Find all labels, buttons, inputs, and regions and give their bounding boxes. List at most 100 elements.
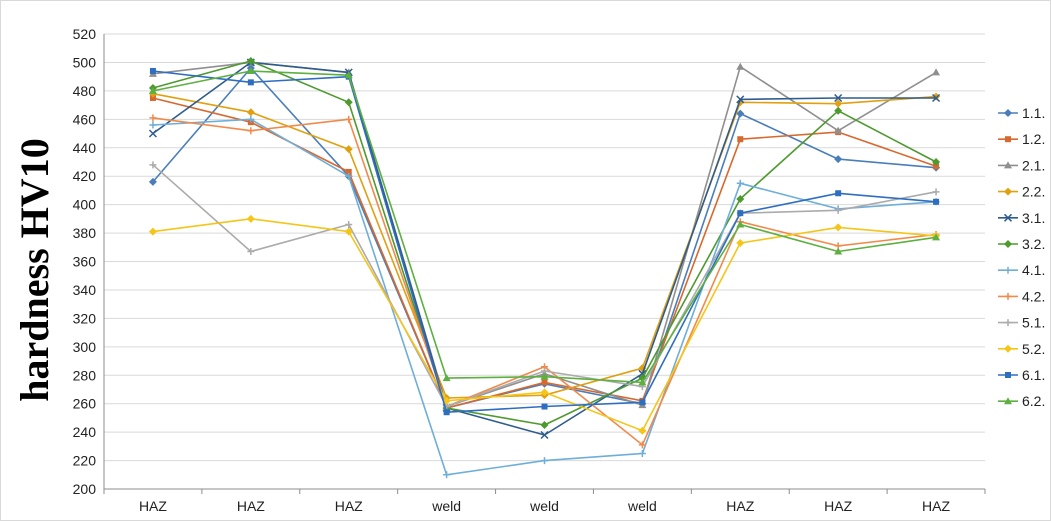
data-point: [1004, 109, 1012, 117]
data-point: [736, 220, 745, 228]
data-point: [344, 145, 353, 154]
series-5-2: [148, 214, 941, 435]
x-tick-label: weld: [431, 498, 461, 514]
data-point: [148, 227, 157, 236]
data-point: [737, 210, 744, 217]
x-tick-label: HAZ: [237, 498, 265, 514]
x-tick-label: weld: [627, 498, 657, 514]
data-point: [540, 388, 549, 397]
data-point: [834, 206, 842, 214]
y-tick-label: 220: [73, 453, 97, 469]
legend-item: 4.2.: [998, 288, 1045, 304]
legend-item: 3.1.: [998, 210, 1045, 226]
data-point: [246, 108, 255, 117]
data-point: [344, 71, 353, 79]
y-tick-label: 380: [73, 225, 97, 241]
legend-item: 6.2.: [998, 393, 1045, 409]
data-point: [1004, 240, 1012, 248]
y-tick-label: 460: [73, 111, 97, 127]
data-point: [149, 67, 156, 74]
data-point: [1004, 397, 1012, 405]
data-point: [933, 163, 940, 170]
data-point: [345, 172, 353, 180]
data-point: [932, 157, 941, 166]
data-point: [1004, 319, 1012, 327]
x-tick-label: HAZ: [335, 498, 363, 514]
data-point: [247, 248, 255, 256]
legend-label: 5.2.: [1022, 341, 1045, 357]
data-point: [246, 57, 255, 66]
data-point: [149, 121, 157, 129]
data-point: [1005, 372, 1011, 378]
data-point: [149, 114, 157, 122]
legend-label: 2.1.: [1022, 157, 1045, 173]
data-point: [541, 379, 548, 386]
legend-item: 5.2.: [998, 341, 1045, 357]
data-point: [638, 426, 647, 435]
y-tick-label: 240: [73, 424, 97, 440]
legend-item: 6.1.: [998, 367, 1045, 383]
y-tick-label: 360: [73, 254, 97, 270]
legend: 1.1. 1.2. 2.1. 2.2. 3.1. 3.2. 4.1. 4.2. 5.1. 5.2.…: [998, 105, 1045, 409]
legend-item: 2.2.: [998, 184, 1045, 200]
data-point: [148, 129, 157, 138]
data-point: [247, 115, 255, 123]
y-tick-label: 480: [73, 83, 97, 99]
y-tick-label: 340: [73, 282, 97, 298]
data-point: [1005, 136, 1011, 143]
legend-label: 3.1.: [1022, 210, 1045, 226]
x-tick-label: HAZ: [139, 498, 167, 514]
legend-item: 2.1.: [998, 157, 1045, 173]
data-point: [834, 93, 843, 103]
data-point: [736, 95, 745, 104]
data-point: [541, 403, 548, 410]
legend-label: 6.2.: [1022, 393, 1045, 409]
data-point: [344, 98, 353, 107]
data-point: [1004, 266, 1012, 274]
data-point: [1004, 344, 1012, 353]
legend-item: 1.2.: [998, 131, 1045, 147]
x-tick-label: HAZ: [922, 498, 950, 514]
data-point: [246, 214, 255, 223]
y-tick-label: 440: [73, 140, 97, 156]
data-point: [737, 136, 744, 143]
data-point: [345, 168, 352, 175]
data-point: [736, 109, 745, 118]
x-tick-label: weld: [529, 498, 559, 514]
data-point: [247, 79, 254, 86]
data-point: [540, 372, 549, 380]
series-6-2: [148, 66, 941, 386]
legend-label: 5.1.: [1022, 315, 1045, 331]
data-point: [932, 93, 941, 103]
data-point: [638, 441, 646, 449]
data-point: [344, 227, 353, 236]
legend-label: 4.1.: [1022, 262, 1045, 278]
legend-item: 4.1.: [998, 262, 1045, 278]
y-axis-title: hardness HV10: [12, 138, 57, 401]
data-point: [1004, 187, 1012, 196]
data-point: [736, 62, 745, 70]
data-point: [246, 66, 255, 74]
data-point: [1003, 213, 1013, 222]
legend-item: 1.1.: [998, 105, 1045, 121]
data-point: [442, 374, 451, 382]
y-tick-label: 400: [73, 197, 97, 213]
data-point: [834, 247, 843, 255]
series-lines: [148, 57, 941, 479]
legend-label: 6.1.: [1022, 367, 1045, 383]
data-point: [834, 106, 843, 115]
data-point: [1004, 292, 1012, 300]
data-point: [148, 86, 157, 94]
data-point: [540, 421, 549, 430]
data-point: [148, 177, 157, 186]
legend-label: 3.2.: [1022, 236, 1045, 252]
data-point: [736, 179, 744, 187]
data-point: [638, 378, 647, 386]
data-point: [932, 188, 940, 196]
axes: 200 220 240 260 280 300 320 340 360 380 400 420 440 4…: [73, 26, 986, 514]
data-point: [149, 161, 157, 169]
data-point: [834, 126, 843, 134]
